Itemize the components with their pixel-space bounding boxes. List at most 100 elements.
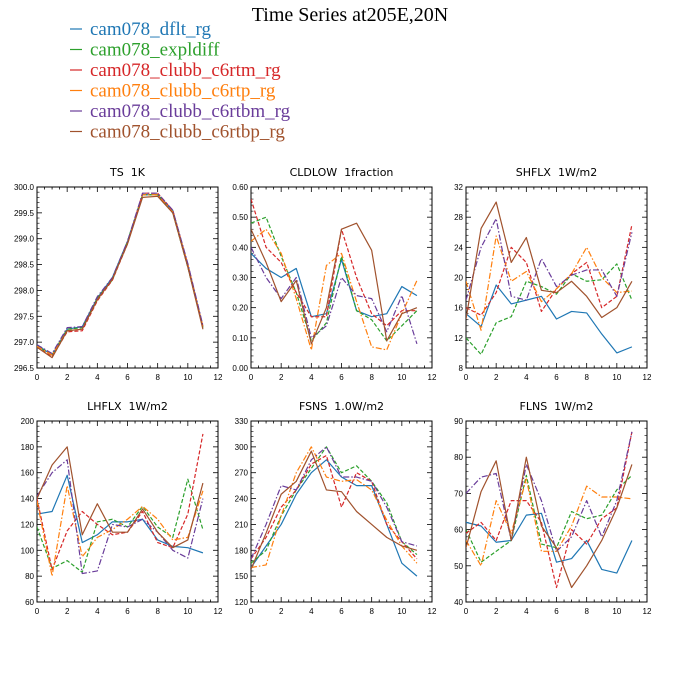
y-tick-label: 299.5 [14,209,35,218]
series-line [251,252,418,318]
x-tick-label: 4 [309,607,314,616]
y-tick-label: 80 [454,453,463,462]
y-tick-label: 297.5 [14,312,35,321]
chart-panel: LHFLX 1W/m2 0 2 4 6 8 10 12 60 80 100 120 140 160 180 2… [21,400,223,616]
y-tick-label: 90 [454,417,463,426]
y-tick-label: 0.60 [232,183,248,192]
x-tick-label: 12 [643,373,652,382]
series-group [466,431,633,589]
series-line [251,446,418,569]
x-tick-label: 10 [397,607,406,616]
x-tick-label: 0 [464,373,469,382]
y-tick-label: 28 [454,213,463,222]
y-tick-label: 240 [235,495,249,504]
series-line [466,431,633,589]
y-tick-label: 180 [235,546,249,555]
series-line [251,454,418,560]
y-tick-label: 16 [454,304,463,313]
y-tick-label: 180 [21,443,35,452]
legend-label: cam078_clubb_c6rtbp_rg [90,122,285,143]
y-tick-label: 300 [235,443,249,452]
x-tick-label: 4 [309,373,314,382]
y-tick-label: 60 [25,598,34,607]
panel-title: FLNS 1W/m2 [520,400,594,413]
y-tick-label: 296.5 [14,364,35,373]
series-group [37,433,204,577]
x-tick-label: 8 [369,373,374,382]
y-tick-label: 100 [21,546,35,555]
y-tick-label: 0.10 [232,334,248,343]
series-line [466,478,632,567]
series-line [251,459,418,577]
y-tick-label: 12 [454,334,463,343]
series-line [251,198,417,327]
series-line [466,218,633,301]
y-tick-label: 200 [21,417,35,426]
series-line [251,222,418,345]
y-tick-label: 20 [454,274,463,283]
x-tick-label: 0 [35,373,40,382]
series-line [466,263,633,356]
x-tick-label: 8 [584,607,589,616]
panel-title: CLDLOW 1fraction [290,166,394,179]
series-group [251,446,418,577]
legend-label: cam078_clubb_c6rtm_rg [90,60,281,81]
series-line [466,284,633,354]
y-tick-label: 120 [235,598,249,607]
x-tick-label: 8 [155,607,160,616]
series-line [37,478,204,573]
y-tick-label: 24 [454,243,463,252]
x-tick-label: 4 [524,373,529,382]
y-tick-label: 160 [21,469,35,478]
figure-title: Time Series at205E,20N [252,4,448,26]
series-line [466,431,633,552]
x-tick-label: 2 [494,607,499,616]
y-tick-label: 80 [25,572,34,581]
y-tick-label: 0.40 [232,243,248,252]
panel-title: TS 1K [109,166,146,179]
y-tick-label: 270 [235,469,249,478]
series-line [37,485,204,577]
series-line [37,459,204,575]
series-line [251,450,418,570]
x-tick-label: 2 [279,607,284,616]
series-line [466,474,633,563]
y-tick-label: 120 [21,520,35,529]
panel-title: LHFLX 1W/m2 [87,400,168,413]
y-tick-label: 40 [454,598,463,607]
panel-title: SHFLX 1W/m2 [516,166,598,179]
chart-panel: TS 1K 0 2 4 6 8 10 12 296.5 297.0 297.5 298.0 298.5 2… [14,166,223,382]
x-tick-label: 8 [155,373,160,382]
x-tick-label: 8 [584,373,589,382]
series-line [37,195,204,359]
y-tick-label: 8 [459,364,464,373]
series-line [251,228,418,351]
y-tick-label: 0.20 [232,304,248,313]
y-tick-label: 330 [235,417,249,426]
panels: TS 1K0 2 4 6 8 10 12296.5297.0297.5298.0298.52… [14,166,652,616]
x-tick-label: 12 [428,373,437,382]
x-tick-label: 12 [214,607,223,616]
series-group [251,198,418,351]
series-group [37,192,204,359]
legend-label: cam078_clubb_c6rtbm_rg [90,101,291,122]
y-tick-label: 298.0 [14,286,35,295]
x-tick-label: 4 [95,607,100,616]
x-tick-label: 6 [339,607,344,616]
y-tick-label: 297.0 [14,338,35,347]
y-tick-label: 50 [454,562,463,571]
x-tick-label: 10 [612,373,621,382]
x-tick-label: 10 [397,373,406,382]
x-tick-label: 10 [183,373,192,382]
chart-panel: FLNS 1W/m2 0 2 4 6 8 10 12 40 50 60 70 80 90 [454,400,652,616]
x-tick-label: 12 [643,607,652,616]
legend: cam078_dflt_rgcam078_expldiffcam078_club… [70,19,291,143]
series-line [37,446,204,549]
chart-panel: FSNS 1.0W/m2 0 2 4 6 8 10 12 120 150 180 210 240 270 3… [235,400,437,616]
legend-label: cam078_expldiff [90,40,220,61]
x-tick-label: 2 [279,373,284,382]
x-tick-label: 4 [95,373,100,382]
y-tick-label: 300.0 [14,183,35,192]
